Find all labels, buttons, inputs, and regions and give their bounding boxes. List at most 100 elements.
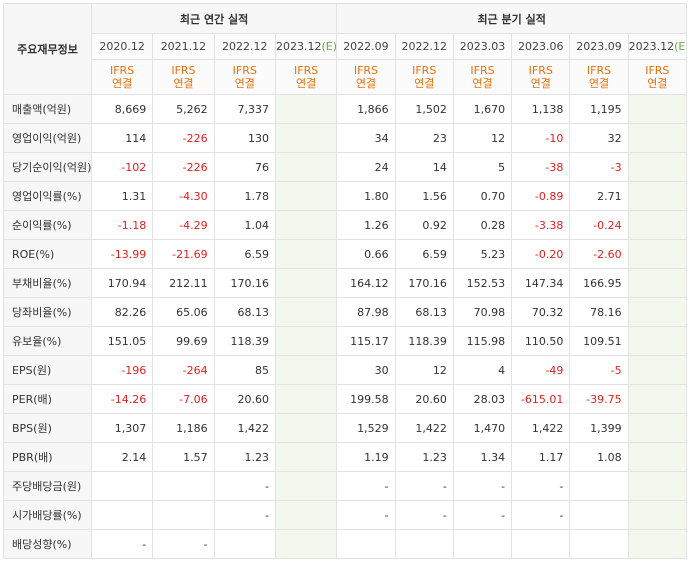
value-cell: -13.99: [90, 239, 154, 269]
value-cell: -226: [152, 123, 215, 153]
ifrs-label: IFRS: [470, 64, 495, 77]
estimate-mark: (E): [321, 40, 337, 53]
value-cell: 1.57: [152, 442, 215, 472]
value-cell: [274, 500, 338, 530]
period-label: 2021.12: [160, 40, 207, 53]
value-cell: 109.51: [569, 326, 629, 356]
value-cell: [627, 326, 688, 356]
value-cell: [274, 297, 338, 327]
value-cell: -21.69: [152, 239, 215, 269]
value-cell: [627, 471, 688, 501]
value-cell: 0.66: [336, 239, 396, 269]
value-cell: 0.92: [394, 210, 454, 240]
value-cell: [627, 268, 688, 298]
quarter-period-header: 2022.12: [394, 33, 454, 60]
value-cell: -: [90, 529, 154, 559]
value-cell: 170.16: [394, 268, 454, 298]
value-cell: 1,422: [511, 413, 571, 443]
ifrs-label: IFRS: [528, 64, 553, 77]
value-cell: [90, 471, 154, 501]
row-label: 영업이익률(%): [3, 181, 92, 211]
row-label: ROE(%): [3, 239, 92, 269]
value-cell: [627, 94, 688, 124]
value-cell: [511, 529, 571, 559]
row-label: 시가배당률(%): [3, 500, 92, 530]
value-cell: [274, 210, 338, 240]
value-cell: 1,307: [90, 413, 154, 443]
table-row: 순이익률(%) -1.18 -4.29 1.04 1.26 0.92 0.28 -3.38 -0…: [3, 210, 688, 240]
value-cell: 1.23: [213, 442, 276, 472]
value-cell: 23: [394, 123, 454, 153]
row-label: 부채비율(%): [3, 268, 92, 298]
value-cell: 1,866: [336, 94, 396, 124]
value-cell: -: [511, 500, 571, 530]
row-label: 순이익률(%): [3, 210, 92, 240]
value-cell: -4.30: [152, 181, 215, 211]
consolidated-label: 연결: [234, 77, 255, 90]
value-cell: [569, 529, 629, 559]
value-cell: [152, 471, 215, 501]
value-cell: 82.26: [90, 297, 154, 327]
value-cell: [274, 355, 338, 385]
consolidated-label: 연결: [414, 77, 435, 90]
value-cell: 85: [213, 355, 276, 385]
value-cell: -: [394, 471, 454, 501]
annual-period-header: 2020.12: [90, 33, 154, 60]
table-row: 당좌비율(%) 82.26 65.06 68.13 87.98 68.13 70.98 70.…: [3, 297, 688, 327]
value-cell: 1.04: [213, 210, 276, 240]
value-cell: 152.53: [452, 268, 513, 298]
value-cell: -: [336, 471, 396, 501]
value-cell: [627, 355, 688, 385]
table-row: 당기순이익(억원) -102 -226 76 24 14 5 -38 -3: [3, 152, 688, 182]
ifrs-label: IFRS: [645, 64, 670, 77]
value-cell: 34: [336, 123, 396, 153]
value-cell: 118.39: [213, 326, 276, 356]
value-cell: 1,138: [511, 94, 571, 124]
value-cell: 12: [394, 355, 454, 385]
value-cell: 2.71: [569, 181, 629, 211]
value-cell: -: [152, 529, 215, 559]
value-cell: -: [213, 471, 276, 501]
value-cell: -4.29: [152, 210, 215, 240]
value-cell: [274, 471, 338, 501]
table-row: 주당배당금(원) - - - - -: [3, 471, 688, 501]
value-cell: [394, 529, 454, 559]
quarter-period-header: 2023.03: [452, 33, 513, 60]
value-cell: 1.80: [336, 181, 396, 211]
value-cell: -: [213, 500, 276, 530]
value-cell: 114: [90, 123, 154, 153]
table-row: 유보율(%) 151.05 99.69 118.39 115.17 118.39 115.9…: [3, 326, 688, 356]
value-cell: 1.23: [394, 442, 454, 472]
consolidated-label: 연결: [472, 77, 493, 90]
accounting-basis-header: IFRS 연결: [274, 59, 338, 95]
ifrs-label: IFRS: [171, 64, 196, 77]
value-cell: -3.38: [511, 210, 571, 240]
quarter-period-header: 2023.09: [569, 33, 629, 60]
value-cell: 0.70: [452, 181, 513, 211]
value-cell: -0.24: [569, 210, 629, 240]
value-cell: [569, 471, 629, 501]
value-cell: [274, 326, 338, 356]
value-cell: [627, 529, 688, 559]
value-cell: -5: [569, 355, 629, 385]
consolidated-label: 연결: [173, 77, 194, 90]
value-cell: -1.18: [90, 210, 154, 240]
value-cell: -615.01: [511, 384, 571, 414]
consolidated-label: 연결: [588, 77, 610, 90]
row-label: BPS(원): [3, 413, 92, 443]
value-cell: [452, 529, 513, 559]
value-cell: [152, 500, 215, 530]
period-label: 2023.12: [275, 40, 322, 53]
row-label: EPS(원): [3, 355, 92, 385]
value-cell: 1,422: [213, 413, 276, 443]
row-label: 유보율(%): [3, 326, 92, 356]
period-label: 2022.12: [401, 40, 447, 53]
annual-period-header: 2022.12: [213, 33, 276, 60]
value-cell: 5.23: [452, 239, 513, 269]
table-row: ROE(%) -13.99 -21.69 6.59 0.66 6.59 5.23 -0.20-…: [3, 239, 688, 269]
value-cell: 1.34: [452, 442, 513, 472]
value-cell: 115.98: [452, 326, 513, 356]
value-cell: [274, 442, 338, 472]
value-cell: [274, 529, 338, 559]
value-cell: -3: [569, 152, 629, 182]
